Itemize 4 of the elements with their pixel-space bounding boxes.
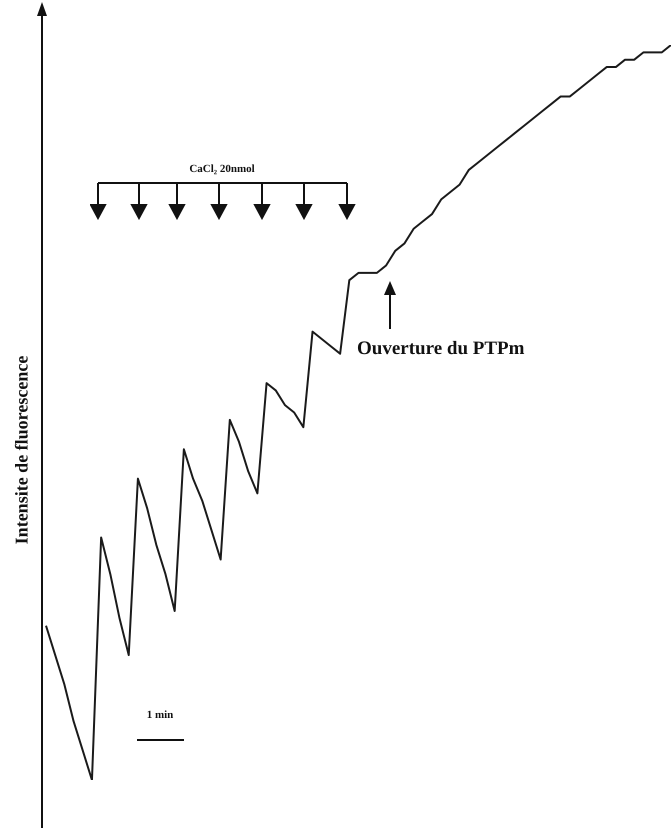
annotation: 1 min [146,709,174,721]
y-axis-title: Intensite de fluorescence [12,356,32,544]
annotation: Ouverture du PTPm [357,338,524,360]
annotation: CaCl₂ 20nmol [189,163,255,175]
